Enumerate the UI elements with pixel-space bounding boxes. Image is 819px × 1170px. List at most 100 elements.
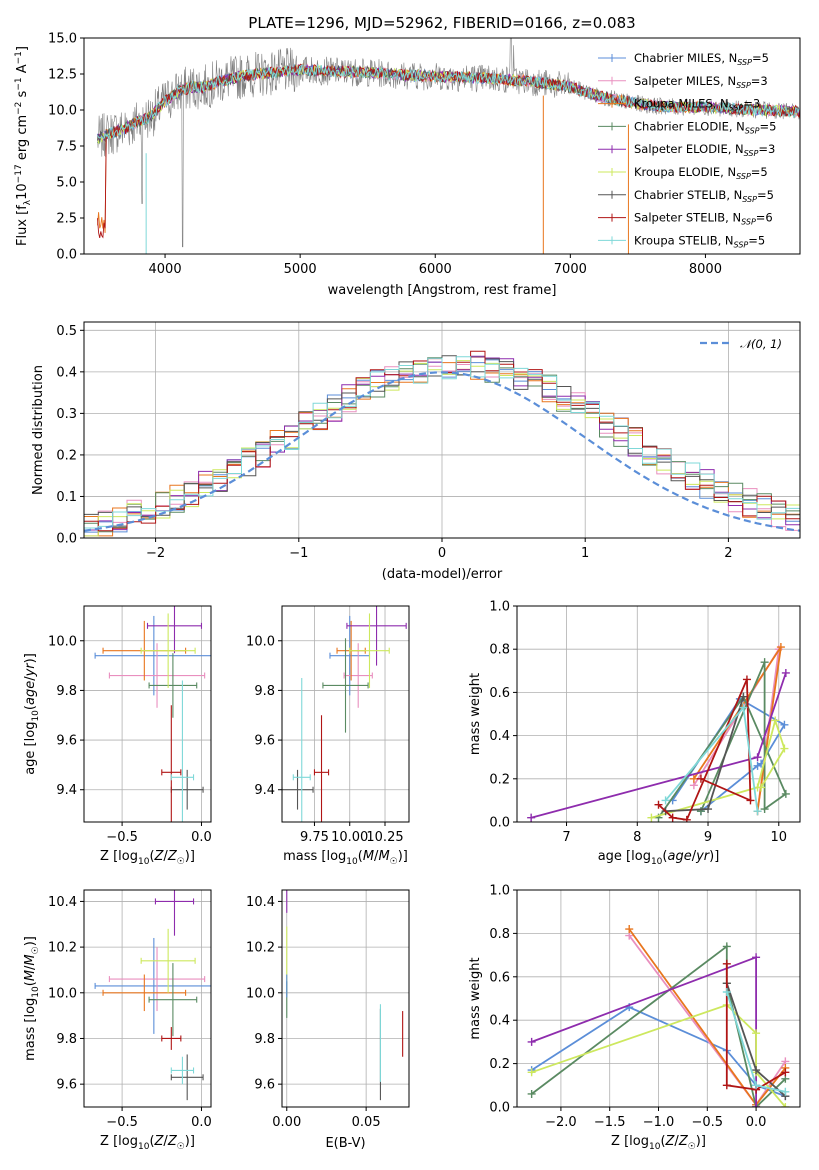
y-tick-label: 10.2 (246, 941, 275, 956)
spectrum-title: PLATE=1296, MJD=52962, FIBERID=0166, z=0… (248, 14, 635, 32)
series-marker (722, 1081, 731, 1090)
x-tick-label: 6000 (419, 262, 452, 277)
y-tick-label: 9.6 (56, 1078, 77, 1093)
x-tick-label: 8000 (689, 262, 722, 277)
y-tick-label: 0.8 (489, 643, 510, 658)
y-tick-label: 0.1 (56, 490, 77, 505)
y-tick-label: 9.8 (254, 1032, 275, 1047)
series-marker (760, 805, 769, 814)
x-tick-label: −1.5 (594, 1115, 626, 1130)
legend-entry: Kroupa STELIB, NSSP=5 (634, 233, 765, 249)
series-marker (527, 813, 536, 822)
series-marker (689, 774, 698, 783)
data-point (322, 638, 369, 733)
y-tick-label: 7.5 (56, 140, 77, 155)
histogram-kroupa-stelib (84, 356, 800, 532)
series-marker (739, 692, 748, 701)
y-tick-label: 2.5 (56, 212, 77, 227)
series-line (657, 661, 787, 819)
series-marker (696, 774, 705, 783)
y-tick-label: 10.2 (48, 941, 77, 956)
series-marker (760, 658, 769, 667)
legend-entry: Salpeter STELIB, NSSP=6 (634, 211, 773, 227)
series-marker (722, 959, 731, 968)
x-tick-label: 0.0 (191, 1115, 212, 1130)
age-vs-mass-xlabel: mass [log10(M/M☉)] (283, 849, 408, 867)
age-vs-Z-ylabel: age [log10(age/yr)] (23, 653, 41, 775)
x-tick-label: 7 (562, 830, 570, 845)
series-marker (527, 1037, 536, 1046)
age-vs-Z-xlabel: Z [log10(Z/Z☉)] (100, 849, 195, 867)
mass_vs_Z-frame (83, 889, 212, 1108)
data-point (108, 947, 206, 1012)
series-marker (722, 987, 731, 996)
y-tick-label: 10.0 (246, 634, 275, 649)
mass-vs-ebv-xlabel: E(B-V) (325, 1136, 365, 1151)
spectrum-ylabel: Flux [fλ10−17 erg cm−2 s−1 A−1] (14, 46, 33, 246)
y-tick-label: 9.6 (254, 1078, 275, 1093)
y-tick-label: 1.0 (489, 600, 510, 615)
y-tick-label: 0.6 (489, 686, 510, 701)
data-point (170, 680, 195, 822)
series-marker (654, 800, 663, 809)
spectrum-xlabel: wavelength [Angstrom, rest frame] (328, 283, 557, 298)
series-marker (668, 813, 677, 822)
series-marker (781, 1103, 790, 1107)
y-tick-label: 0.0 (489, 816, 510, 831)
data-point (161, 1027, 182, 1050)
x-tick-label: 2 (724, 546, 732, 561)
legend-entry: 𝒩(0, 1) (740, 337, 782, 351)
mass_vs_ebv-points (286, 890, 404, 1101)
x-tick-label: 7000 (554, 262, 587, 277)
x-tick-label: 5000 (284, 262, 317, 277)
y-tick-label: 10.0 (48, 104, 77, 119)
y-tick-label: 5.0 (56, 176, 77, 191)
mass_weight_vs_Z-series (527, 925, 790, 1107)
series-marker (739, 703, 748, 712)
legend-entry: Chabrier ELODIE, NSSP=5 (634, 119, 776, 135)
x-tick-label: 10 (771, 830, 788, 845)
x-tick-label: 4000 (149, 262, 182, 277)
data-point (349, 613, 390, 688)
series-marker (752, 1066, 761, 1075)
series-marker (625, 925, 634, 934)
data-point (346, 606, 407, 666)
y-tick-label: 9.6 (56, 734, 77, 749)
legend-entry: Chabrier MILES, NSSP=5 (634, 51, 769, 67)
mass_vs_Z-axes: −0.5 0.0 9.6 9.8 10.0 10.2 10.4 (48, 890, 212, 1130)
legend-entry: Salpeter ELODIE, NSSP=3 (634, 142, 775, 158)
data-point (102, 974, 187, 1012)
series-marker (780, 720, 789, 729)
y-tick-label: 9.8 (56, 1032, 77, 1047)
y-tick-label: 10.0 (246, 986, 275, 1001)
mass_weight_vs_Z-ylabel: mass weight (468, 957, 483, 1039)
y-tick-label: 0.4 (56, 365, 77, 380)
series-marker (742, 675, 751, 684)
y-tick-label: 10.4 (246, 895, 275, 910)
legend-entry: Chabrier STELIB, NSSP=5 (634, 188, 774, 204)
x-tick-label: −2 (146, 546, 165, 561)
x-tick-label: 0.05 (352, 1115, 381, 1130)
residuals-ylabel: Normed distribution (31, 365, 46, 495)
residuals-xlabel: (data-model)/error (382, 567, 503, 582)
legend-entry: Kroupa ELODIE, NSSP=5 (634, 165, 768, 181)
mass_vs_ebv-axes: 0.00 0.05 9.6 9.8 10.0 10.2 10.4 (246, 890, 409, 1130)
series-marker (781, 789, 790, 798)
y-tick-label: 9.4 (254, 783, 275, 798)
series-line (671, 697, 786, 812)
series-marker (752, 1081, 761, 1090)
series-marker (682, 815, 691, 822)
spectrum-frame (83, 37, 801, 255)
x-tick-label: 10.25 (366, 830, 403, 845)
y-tick-label: 10.4 (48, 895, 77, 910)
y-tick-label: 9.8 (56, 684, 77, 699)
data-point (154, 890, 195, 936)
x-tick-label: 10.00 (331, 830, 368, 845)
x-tick-label: −2.0 (545, 1115, 577, 1130)
x-tick-label: 0.0 (746, 1115, 767, 1130)
x-tick-label: −1 (289, 546, 308, 561)
y-tick-label: 0.4 (489, 729, 510, 744)
age_vs_Z-axes: −0.5 0.0 9.4 9.6 9.8 10.0 (48, 606, 212, 845)
mass_weight_vs_age-series (527, 643, 790, 822)
